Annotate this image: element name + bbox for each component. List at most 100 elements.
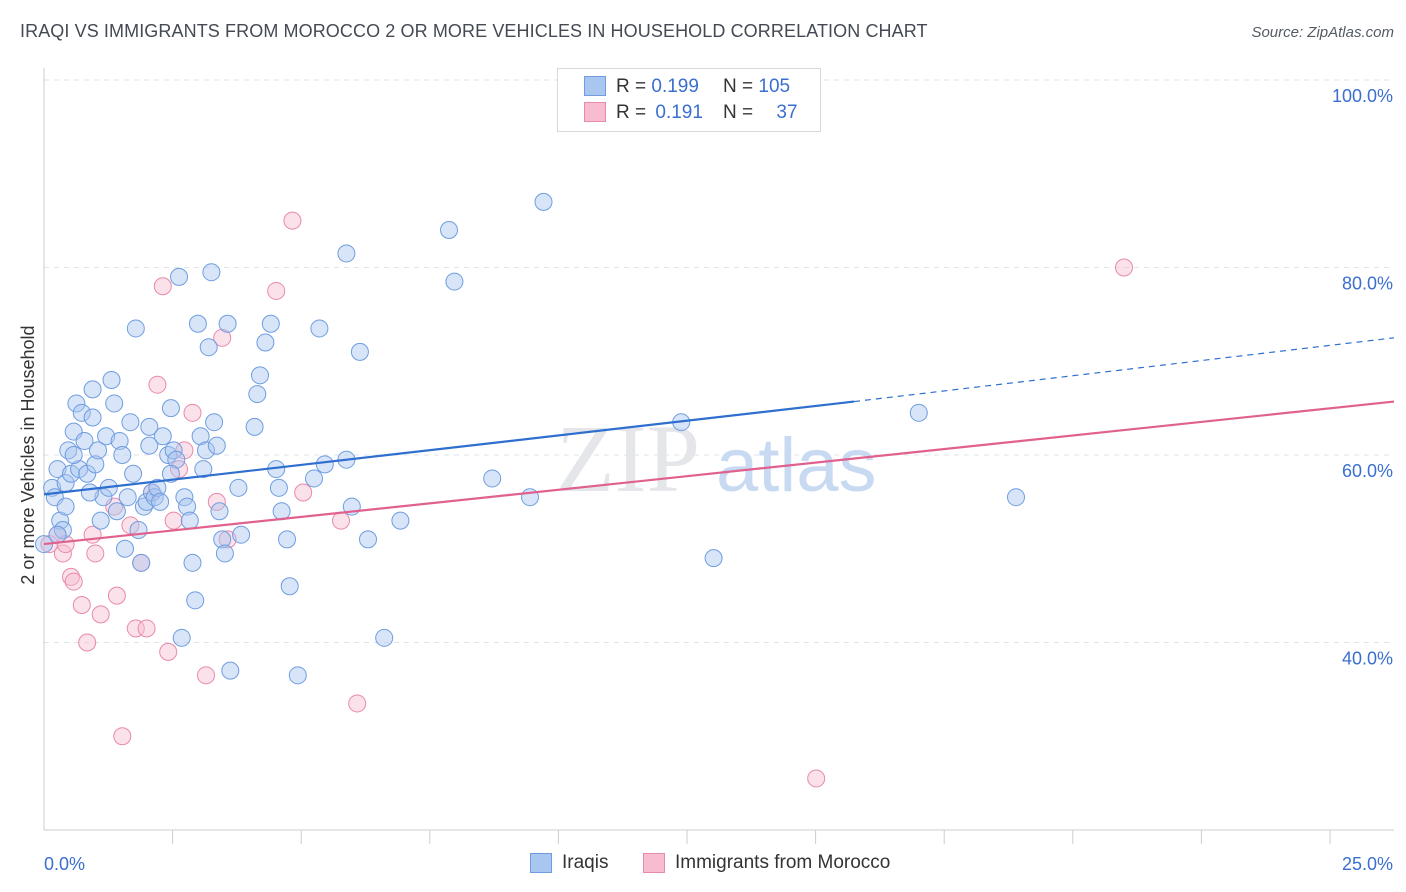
data-point-iraqis	[53, 521, 72, 539]
data-point-iraqis	[126, 319, 145, 338]
data-point-iraqis	[59, 441, 78, 460]
data-point-iraqis	[161, 399, 180, 418]
data-point-iraqis	[350, 342, 369, 361]
y-tick-label: 80.0%	[1342, 274, 1393, 294]
data-point-morocco	[86, 544, 105, 563]
data-point-iraqis	[218, 314, 237, 333]
data-point-iraqis	[251, 366, 269, 385]
data-point-iraqis	[269, 478, 288, 497]
legend-row-iraqis: R = 0.199 N = 105	[558, 76, 820, 102]
data-point-morocco	[218, 530, 237, 549]
data-point-morocco	[126, 619, 145, 638]
legend-r-value: 0.199	[651, 76, 699, 97]
data-point-iraqis	[199, 338, 218, 357]
data-point-iraqis	[140, 417, 159, 436]
data-point-morocco	[107, 586, 126, 605]
data-point-iraqis	[132, 553, 151, 572]
data-point-iraqis	[97, 427, 116, 446]
data-point-iraqis	[148, 478, 167, 497]
data-point-morocco	[113, 727, 132, 746]
data-point-iraqis	[272, 502, 291, 521]
data-point-iraqis	[172, 628, 191, 647]
y-axis-label: 2 or more Vehicles in Household	[18, 325, 38, 584]
chart-title: IRAQI VS IMMIGRANTS FROM MOROCCO 2 OR MO…	[20, 21, 928, 41]
data-point-iraqis	[83, 408, 102, 427]
data-point-iraqis	[129, 521, 148, 539]
data-point-iraqis	[180, 511, 199, 530]
data-point-iraqis	[213, 530, 232, 549]
data-point-iraqis	[305, 469, 323, 488]
trend-lines	[43, 337, 1395, 546]
data-point-iraqis	[118, 488, 137, 507]
data-point-morocco	[348, 694, 367, 713]
y-tick-label: 100.0%	[1332, 86, 1393, 106]
data-point-morocco	[137, 619, 156, 638]
data-point-iraqis	[186, 591, 205, 610]
data-point-iraqis	[232, 525, 251, 544]
data-point-morocco	[164, 511, 183, 530]
data-point-iraqis	[86, 455, 105, 474]
tick-labels: 100.0% 80.0% 60.0% 40.0% 0.0% 25.0%	[44, 86, 1393, 874]
data-point-iraqis	[91, 511, 110, 530]
bottom-legend-label-iraqis: Iraqis	[562, 852, 609, 873]
data-point-morocco	[332, 511, 350, 530]
series-iraqis-points	[35, 192, 1025, 685]
data-point-iraqis	[391, 511, 410, 530]
bottom-legend-swatch-iraqis	[530, 853, 552, 873]
legend-swatch-morocco	[584, 102, 606, 122]
data-point-iraqis	[72, 403, 91, 422]
legend: R = 0.199 N = 105 R = 0.191 N = 37	[557, 68, 821, 132]
legend-n: N = 37	[723, 102, 798, 124]
data-point-iraqis	[124, 464, 143, 483]
data-point-iraqis	[178, 497, 197, 516]
data-point-morocco	[153, 277, 172, 296]
data-point-iraqis	[359, 530, 377, 549]
legend-n-label: N =	[723, 76, 754, 97]
data-point-iraqis	[121, 413, 140, 432]
data-point-iraqis	[288, 666, 307, 685]
data-point-iraqis	[64, 446, 83, 464]
data-point-morocco	[78, 633, 97, 652]
data-point-iraqis	[153, 427, 172, 446]
data-point-iraqis	[102, 371, 121, 389]
data-point-morocco	[283, 211, 302, 230]
trend-line-morocco	[43, 400, 1395, 546]
data-point-iraqis	[202, 263, 221, 282]
data-point-iraqis	[105, 394, 124, 413]
y-tick-label: 60.0%	[1342, 461, 1393, 481]
data-point-iraqis	[194, 460, 213, 479]
axes	[43, 68, 1394, 844]
data-point-iraqis	[151, 492, 170, 511]
data-point-iraqis	[337, 244, 356, 263]
data-point-morocco	[64, 572, 83, 591]
data-point-iraqis	[89, 441, 107, 460]
data-point-morocco	[807, 769, 826, 788]
data-point-iraqis	[113, 446, 132, 464]
data-point-iraqis	[170, 267, 188, 286]
data-point-iraqis	[440, 221, 458, 239]
legend-n-value: 37	[776, 102, 798, 123]
data-point-iraqis	[110, 431, 129, 450]
data-point-morocco	[197, 666, 215, 685]
bottom-legend-label-morocco: Immigrants from Morocco	[675, 852, 891, 873]
data-point-iraqis	[94, 488, 113, 507]
legend-n-label: N =	[723, 102, 754, 123]
data-point-iraqis	[205, 413, 224, 432]
watermark: ZIP atlas	[556, 405, 877, 512]
data-point-iraqis	[167, 450, 186, 469]
data-point-iraqis	[315, 455, 334, 474]
data-point-iraqis	[310, 319, 329, 338]
x-tick-label-left: 0.0%	[44, 854, 85, 874]
data-point-morocco	[213, 328, 232, 347]
data-point-morocco	[148, 375, 167, 394]
data-point-iraqis	[48, 525, 67, 544]
data-point-iraqis	[445, 272, 464, 291]
data-point-morocco	[91, 605, 110, 624]
data-point-iraqis	[1007, 488, 1025, 507]
data-point-iraqis	[534, 192, 553, 211]
legend-r-value: 0.191	[655, 102, 703, 123]
y-tick-label: 40.0%	[1342, 649, 1393, 669]
data-point-iraqis	[80, 483, 99, 502]
data-point-iraqis	[116, 539, 134, 558]
